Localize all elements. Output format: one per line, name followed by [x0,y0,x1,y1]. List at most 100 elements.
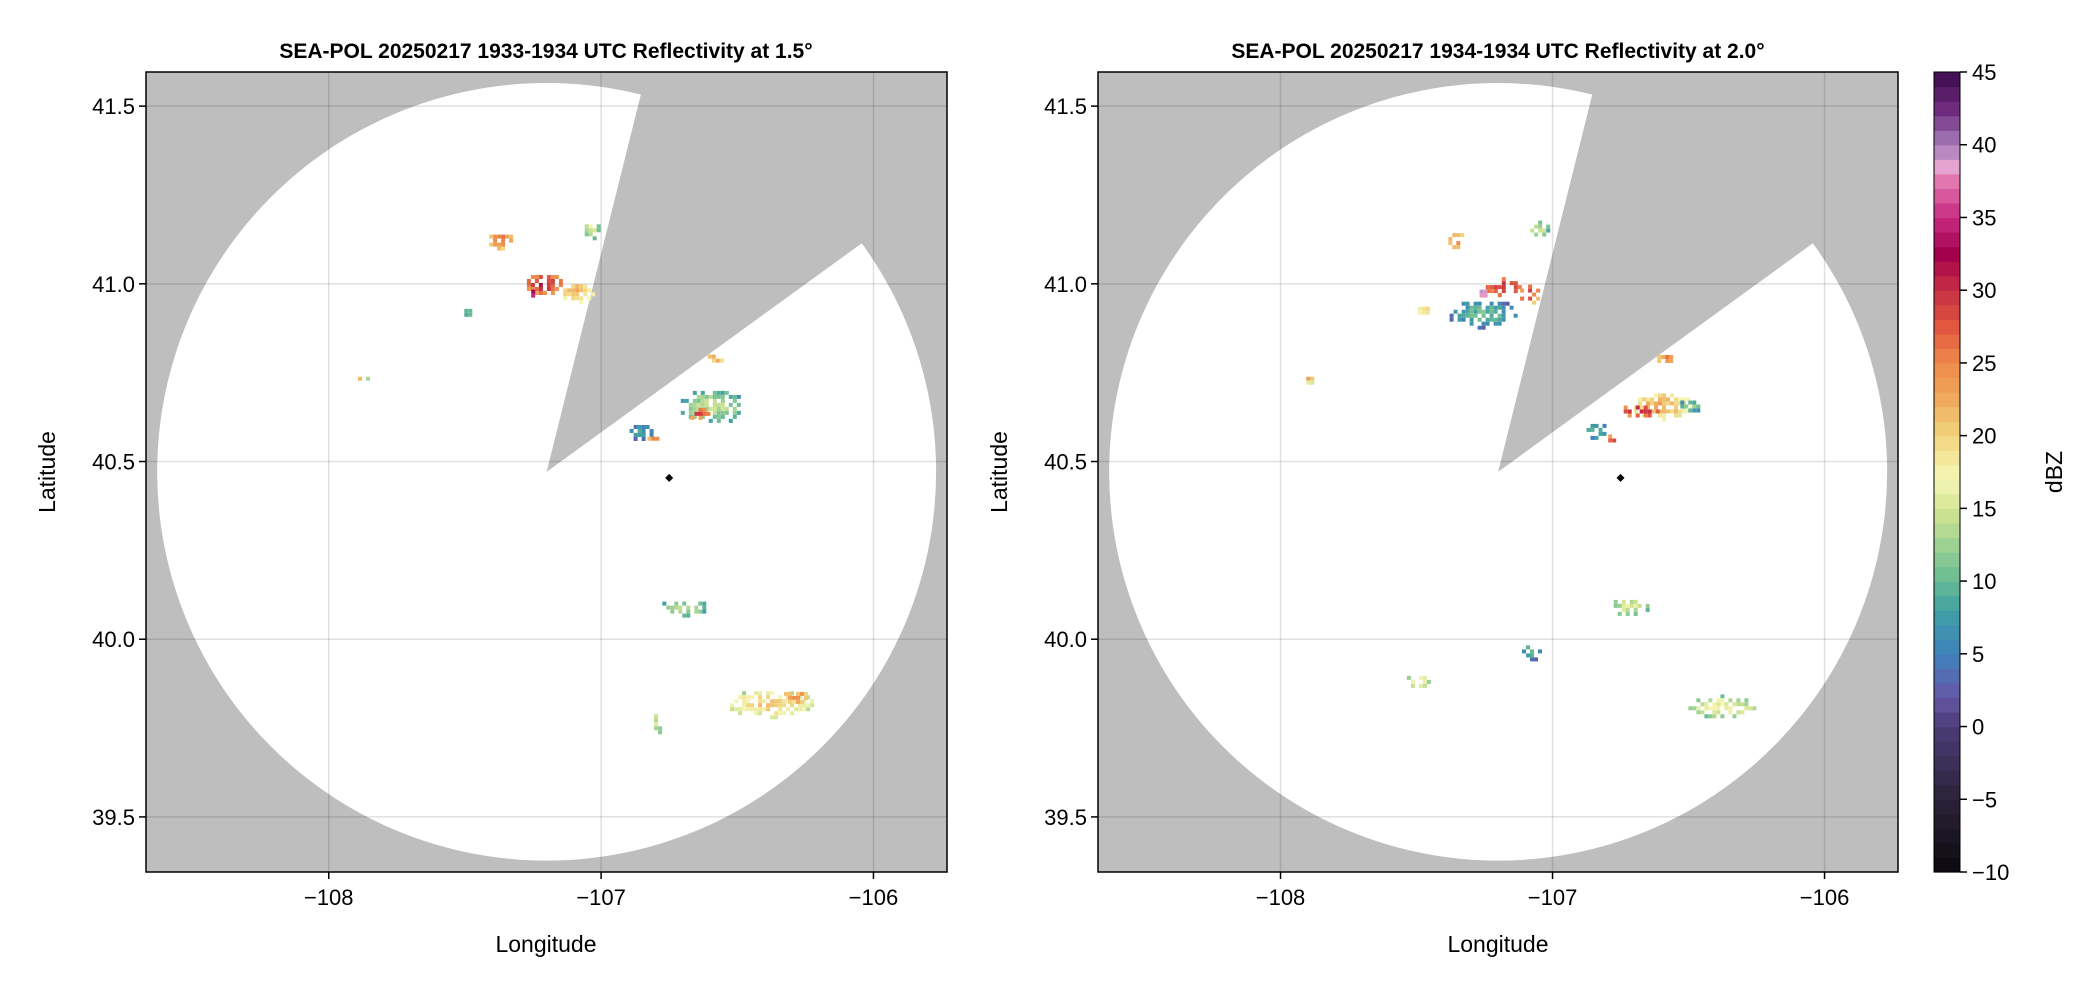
echo-cell [1674,405,1678,410]
echo-cell [1732,702,1737,707]
x-tick-label: −107 [1528,885,1578,910]
echo-cell [1493,285,1498,290]
echo-cell [1481,313,1486,318]
echo-cell [688,402,693,407]
echo-cluster [680,390,741,423]
echo-cell [571,284,576,289]
echo-cell [1704,706,1709,711]
y-axis-label: Latitude [986,431,1012,513]
echo-cell [1708,714,1713,719]
echo-cell [584,224,589,229]
echo-cell [1744,706,1749,711]
echo-cell [1461,301,1466,306]
blocked-sector [1498,72,1898,472]
echo-cell [493,234,498,239]
echo-cell [1477,309,1482,314]
echo-cell [766,703,771,708]
echo-cell [1645,603,1650,608]
echo-cell [692,390,697,395]
echo-cell [742,703,747,708]
echo-cell [1477,305,1482,310]
echo-cell [810,703,815,708]
echo-cell [558,283,563,287]
echo-cell [1669,359,1674,363]
echo-cell [1686,409,1690,414]
echo-cluster [1485,277,1522,298]
echo-cell [774,703,779,708]
colorbar-tick-label: 0 [1972,715,1984,740]
echo-cell [738,695,743,700]
echo-cell [1310,380,1315,385]
echo-cell [538,283,543,287]
echo-cell [1448,237,1453,242]
echo-cell [1662,413,1666,418]
echo-cell [1497,293,1502,298]
echo-cell [583,292,588,297]
echo-cell [720,390,725,395]
echo-cell [1633,599,1638,604]
echo-cell [1489,309,1494,314]
echo-cell [728,418,733,423]
echo-cell [1497,305,1502,310]
echo-cell [1460,233,1465,238]
echo-cell [1654,405,1658,410]
echo-cluster [662,601,707,618]
echo-cell [711,354,716,359]
echo-cell [1658,409,1662,414]
echo-cell [678,605,683,610]
echo-cell [497,234,502,239]
echo-cell [1716,698,1721,703]
echo-cell [788,695,792,700]
echo-cell [554,287,559,291]
echo-cell [1642,397,1646,402]
echo-cell [766,691,771,696]
echo-cell [746,707,751,712]
plot-area [1098,72,1898,872]
echo-cell [670,605,675,610]
echo-cell [678,609,683,614]
echo-cell [704,402,709,407]
echo-cell [1657,359,1662,363]
x-tick-label: −108 [304,885,354,910]
echo-cell [1465,305,1470,310]
colorbar-band [1934,86,1960,102]
echo-cell [651,436,656,441]
echo-cell [1410,683,1415,688]
echo-cell [464,308,469,313]
x-tick-label: −108 [1256,885,1306,910]
echo-cluster [1657,355,1674,363]
echo-cell [1625,611,1630,616]
echo-cell [1493,317,1498,322]
echo-cell [758,695,763,700]
echo-cell [1658,413,1662,418]
colorbar-band [1934,799,1960,815]
echo-cell [1645,607,1650,612]
colorbar-band [1934,508,1960,524]
echo-cell [730,707,735,712]
echo-cell [1696,706,1701,711]
colorbar-band [1934,130,1960,146]
echo-cell [366,376,370,381]
colorbar-band [1934,261,1960,277]
echo-cell [728,394,733,399]
echo-cluster [1449,301,1518,330]
echo-cell [501,238,506,243]
echo-cell [1658,393,1662,398]
echo-cell [1497,317,1502,322]
echo-cell [736,394,741,399]
echo-cell [730,703,735,708]
echo-cell [1489,289,1494,294]
echo-cell [550,279,555,283]
echo-cell [778,703,783,708]
echo-cell [732,398,737,403]
echo-cell [583,284,588,289]
echo-cell [1692,408,1697,413]
echo-cell [1678,409,1682,414]
echo-cell [587,288,592,293]
echo-cell [1646,397,1650,402]
echo-cell [708,394,713,399]
echo-cell [1708,706,1713,711]
echo-cell [1528,288,1533,293]
echo-cluster [690,407,711,420]
